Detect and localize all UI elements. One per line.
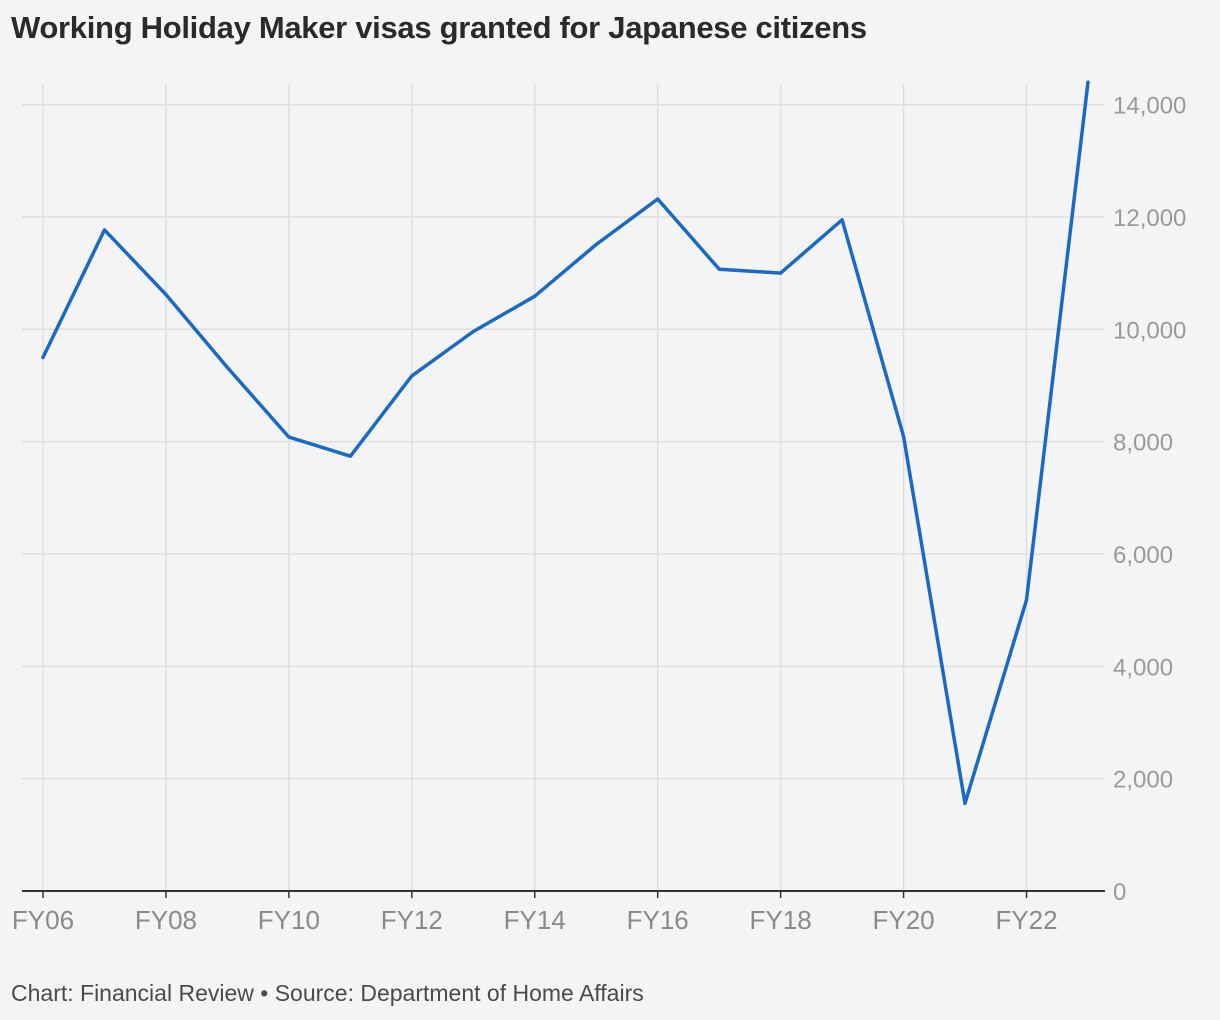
x-tick-label: FY08 — [135, 905, 197, 935]
y-tick-label: 4,000 — [1113, 654, 1173, 681]
x-tick-label: FY22 — [995, 905, 1057, 935]
chart-title: Working Holiday Maker visas granted for … — [11, 10, 867, 45]
y-tick-label: 8,000 — [1113, 430, 1173, 457]
chart-source-footer: Chart: Financial Review • Source: Depart… — [11, 980, 644, 1006]
series-line — [41, 80, 1090, 806]
x-tick-label: FY18 — [750, 905, 812, 935]
x-tick-label: FY12 — [381, 905, 443, 935]
x-tick-label: FY10 — [258, 905, 320, 935]
y-tick-label: 0 — [1113, 879, 1126, 906]
y-tick-label: 12,000 — [1113, 205, 1186, 232]
y-tick-label: 6,000 — [1113, 542, 1173, 569]
y-tick-label: 14,000 — [1113, 93, 1186, 120]
y-tick-label: 2,000 — [1113, 767, 1173, 794]
x-tick-label: FY14 — [504, 905, 566, 935]
series-layer — [41, 80, 1090, 806]
x-tick-label: FY20 — [873, 905, 935, 935]
x-tick-label: FY06 — [12, 905, 74, 935]
x-axis — [22, 890, 1105, 898]
y-tick-label: 10,000 — [1113, 317, 1186, 344]
x-axis-tick-labels: FY06 FY08 FY10 FY12 FY14 FY16 FY18 FY20 FY22 — [12, 905, 1058, 935]
grid-lines — [22, 84, 1105, 891]
y-axis-tick-labels: 0 2,000 4,000 6,000 8,000 10,000 12,000 14,000 — [1113, 93, 1186, 906]
x-tick-label: FY16 — [627, 905, 689, 935]
